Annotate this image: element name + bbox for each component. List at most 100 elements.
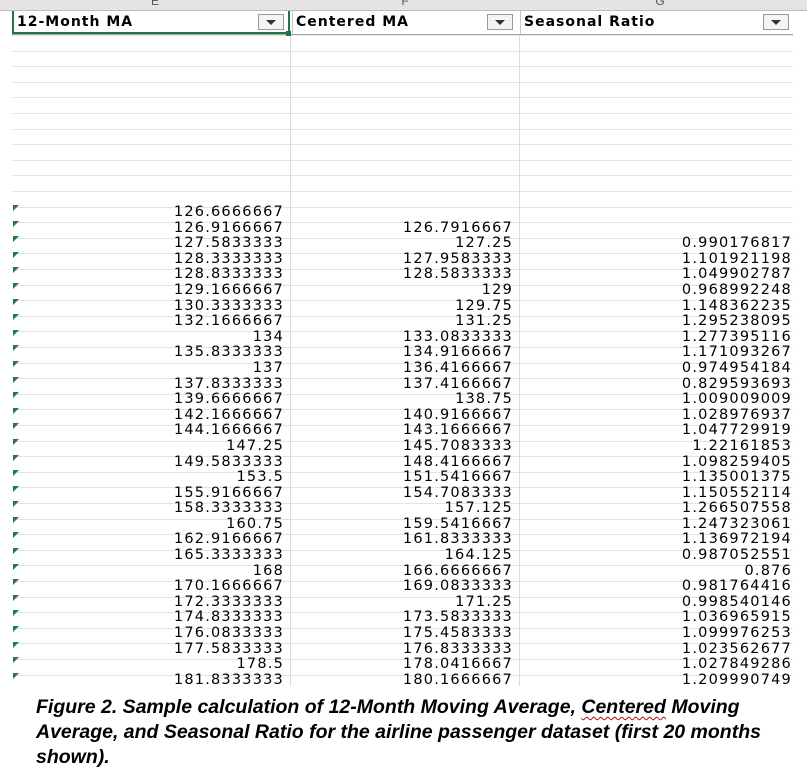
cell-12-month-ma[interactable]: 128.3333333 bbox=[173, 250, 284, 267]
cell-centered-ma[interactable]: 178.0416667 bbox=[402, 656, 513, 673]
cell-centered-ma[interactable]: 131.25 bbox=[455, 313, 513, 330]
filter-dropdown-icon[interactable] bbox=[763, 14, 789, 30]
error-indicator-icon[interactable] bbox=[13, 438, 19, 445]
error-indicator-icon[interactable] bbox=[13, 579, 19, 586]
cell-centered-ma[interactable]: 180.1666667 bbox=[402, 671, 513, 686]
cell-seasonal-ratio[interactable]: 0.876 bbox=[744, 562, 792, 579]
error-indicator-icon[interactable] bbox=[13, 485, 19, 492]
cell-12-month-ma[interactable]: 142.1666667 bbox=[173, 406, 284, 423]
cell-12-month-ma[interactable]: 158.3333333 bbox=[173, 500, 284, 517]
cell-seasonal-ratio[interactable]: 1.049902787 bbox=[681, 266, 792, 283]
cell-12-month-ma[interactable]: 130.3333333 bbox=[173, 297, 284, 314]
cell-seasonal-ratio[interactable]: 1.009009009 bbox=[681, 391, 792, 408]
cell-centered-ma[interactable]: 171.25 bbox=[455, 593, 513, 610]
error-indicator-icon[interactable] bbox=[13, 626, 19, 633]
cell-centered-ma[interactable]: 136.4166667 bbox=[402, 359, 513, 376]
cell-centered-ma[interactable]: 164.125 bbox=[444, 547, 513, 564]
cell-12-month-ma[interactable]: 172.3333333 bbox=[173, 593, 284, 610]
cell-seasonal-ratio[interactable]: 1.266507558 bbox=[681, 500, 792, 517]
cell-seasonal-ratio[interactable] bbox=[520, 220, 792, 236]
cell-seasonal-ratio[interactable]: 1.028976937 bbox=[681, 406, 792, 423]
header-cell-12-month-ma[interactable]: 12-Month MA bbox=[12, 11, 290, 34]
cell-12-month-ma[interactable]: 174.8333333 bbox=[173, 609, 284, 626]
cell-12-month-ma[interactable]: 126.6666667 bbox=[173, 204, 284, 220]
cell-seasonal-ratio[interactable]: 1.136972194 bbox=[681, 531, 792, 548]
cell-centered-ma[interactable]: 175.4583333 bbox=[402, 625, 513, 642]
error-indicator-icon[interactable] bbox=[13, 345, 19, 352]
cell-seasonal-ratio[interactable]: 1.295238095 bbox=[681, 313, 792, 330]
cell-12-month-ma[interactable]: 135.8333333 bbox=[173, 344, 284, 361]
cell-centered-ma[interactable]: 129 bbox=[481, 281, 513, 298]
cell-centered-ma[interactable]: 129.75 bbox=[455, 297, 513, 314]
error-indicator-icon[interactable] bbox=[13, 657, 19, 664]
error-indicator-icon[interactable] bbox=[13, 314, 19, 321]
cell-seasonal-ratio[interactable]: 1.150552114 bbox=[681, 484, 792, 501]
error-indicator-icon[interactable] bbox=[13, 532, 19, 539]
cell-centered-ma[interactable]: 145.7083333 bbox=[402, 437, 513, 454]
error-indicator-icon[interactable] bbox=[13, 423, 19, 430]
cell-seasonal-ratio[interactable]: 1.027849286 bbox=[681, 656, 792, 673]
cell-12-month-ma[interactable]: 147.25 bbox=[226, 437, 284, 454]
cell-centered-ma[interactable]: 127.9583333 bbox=[402, 250, 513, 267]
cell-centered-ma[interactable]: 173.5833333 bbox=[402, 609, 513, 626]
cell-centered-ma[interactable]: 143.1666667 bbox=[402, 422, 513, 439]
cell-seasonal-ratio[interactable]: 1.277395116 bbox=[681, 328, 792, 345]
cell-12-month-ma[interactable]: 165.3333333 bbox=[173, 547, 284, 564]
cell-centered-ma[interactable]: 151.5416667 bbox=[402, 469, 513, 486]
cell-12-month-ma[interactable]: 149.5833333 bbox=[173, 453, 284, 470]
cell-seasonal-ratio[interactable]: 1.036965915 bbox=[681, 609, 792, 626]
cell-12-month-ma[interactable]: 126.9166667 bbox=[173, 219, 284, 236]
cell-12-month-ma[interactable]: 128.8333333 bbox=[173, 266, 284, 283]
cell-centered-ma[interactable]: 148.4166667 bbox=[402, 453, 513, 470]
cell-12-month-ma[interactable]: 160.75 bbox=[226, 515, 284, 532]
cell-centered-ma[interactable]: 159.5416667 bbox=[402, 515, 513, 532]
column-letter-f[interactable]: F bbox=[401, 0, 409, 8]
error-indicator-icon[interactable] bbox=[13, 407, 19, 414]
cell-12-month-ma[interactable]: 168 bbox=[252, 562, 284, 579]
error-indicator-icon[interactable] bbox=[13, 298, 19, 305]
cell-centered-ma[interactable]: 133.0833333 bbox=[402, 328, 513, 345]
cell-seasonal-ratio[interactable]: 0.829593693 bbox=[681, 375, 792, 392]
cell-centered-ma[interactable]: 169.0833333 bbox=[402, 578, 513, 595]
cell-centered-ma[interactable]: 154.7083333 bbox=[402, 484, 513, 501]
cell-seasonal-ratio[interactable]: 1.22161853 bbox=[692, 437, 792, 454]
cell-centered-ma[interactable]: 137.4166667 bbox=[402, 375, 513, 392]
cell-seasonal-ratio[interactable]: 0.990176817 bbox=[681, 235, 792, 252]
cell-12-month-ma[interactable]: 162.9166667 bbox=[173, 531, 284, 548]
error-indicator-icon[interactable] bbox=[13, 205, 19, 211]
cell-centered-ma[interactable]: 134.9166667 bbox=[402, 344, 513, 361]
cell-12-month-ma[interactable]: 134 bbox=[252, 328, 284, 345]
cell-seasonal-ratio[interactable]: 1.135001375 bbox=[681, 469, 792, 486]
cell-12-month-ma[interactable]: 137 bbox=[252, 359, 284, 376]
cell-seasonal-ratio[interactable]: 0.998540146 bbox=[681, 593, 792, 610]
cell-centered-ma[interactable]: 176.8333333 bbox=[402, 640, 513, 657]
cell-12-month-ma[interactable]: 170.1666667 bbox=[173, 578, 284, 595]
cell-seasonal-ratio[interactable]: 1.148362235 bbox=[681, 297, 792, 314]
error-indicator-icon[interactable] bbox=[13, 548, 19, 555]
cell-centered-ma[interactable]: 127.25 bbox=[455, 235, 513, 252]
cell-centered-ma[interactable]: 138.75 bbox=[455, 391, 513, 408]
header-cell-centered-ma[interactable]: Centered MA bbox=[292, 11, 520, 34]
error-indicator-icon[interactable] bbox=[13, 470, 19, 477]
error-indicator-icon[interactable] bbox=[13, 672, 19, 679]
error-indicator-icon[interactable] bbox=[13, 563, 19, 570]
cell-centered-ma[interactable] bbox=[292, 204, 513, 220]
error-indicator-icon[interactable] bbox=[13, 610, 19, 617]
cell-seasonal-ratio[interactable]: 1.099976253 bbox=[681, 625, 792, 642]
error-indicator-icon[interactable] bbox=[13, 251, 19, 258]
cell-12-month-ma[interactable]: 144.1666667 bbox=[173, 422, 284, 439]
cell-12-month-ma[interactable]: 132.1666667 bbox=[173, 313, 284, 330]
cell-12-month-ma[interactable]: 139.6666667 bbox=[173, 391, 284, 408]
cell-seasonal-ratio[interactable]: 1.047729919 bbox=[681, 422, 792, 439]
cell-12-month-ma[interactable]: 129.1666667 bbox=[173, 281, 284, 298]
cell-12-month-ma[interactable]: 155.9166667 bbox=[173, 484, 284, 501]
error-indicator-icon[interactable] bbox=[13, 501, 19, 508]
selection-fill-handle[interactable] bbox=[286, 31, 291, 36]
cell-seasonal-ratio[interactable]: 1.098259405 bbox=[681, 453, 792, 470]
cell-centered-ma[interactable]: 140.9166667 bbox=[402, 406, 513, 423]
cell-seasonal-ratio[interactable]: 1.209990749 bbox=[681, 671, 792, 686]
cell-seasonal-ratio[interactable]: 1.247323061 bbox=[681, 515, 792, 532]
filter-dropdown-icon[interactable] bbox=[258, 14, 284, 30]
cell-12-month-ma[interactable]: 153.5 bbox=[236, 469, 284, 486]
cell-12-month-ma[interactable]: 177.5833333 bbox=[173, 640, 284, 657]
